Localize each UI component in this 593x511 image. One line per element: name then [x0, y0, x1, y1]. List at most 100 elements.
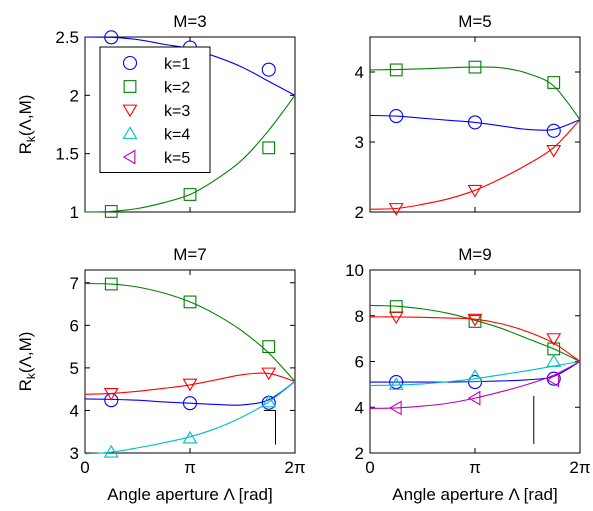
data-point-k1: [546, 371, 561, 386]
data-point-k3: [261, 367, 277, 381]
series-line-k3: [84, 372, 296, 395]
data-point-k1: [546, 123, 561, 138]
series-line-k4: [369, 360, 581, 387]
series-k3: [84, 367, 296, 401]
data-point-k3: [103, 387, 119, 401]
x-tick-label: 0: [365, 458, 374, 477]
y-tick-label: 4: [355, 63, 364, 82]
y-tick-label: 4: [70, 401, 79, 420]
series-line-k3: [369, 316, 581, 362]
subplot-m-5: M=5 2 3 4: [355, 12, 581, 222]
x-tick-label: 2π: [284, 458, 305, 477]
y-tick-label: 5: [70, 359, 79, 378]
legend: k=1 k=2 k=3 k=4 k=5: [99, 46, 211, 173]
x-axis-label: Angle aperture Λ [rad]: [392, 485, 557, 504]
series-k2: [84, 277, 296, 382]
data-point-k5: [546, 372, 560, 388]
legend-label-k3: k=3: [164, 103, 190, 120]
series-line-k1: [369, 114, 581, 131]
data-point-k1: [261, 62, 276, 77]
data-point-k4: [388, 377, 404, 390]
y-tick-label: 4: [355, 398, 364, 417]
data-point-k2: [468, 60, 482, 74]
y-tick-label: 2: [70, 86, 79, 105]
data-point-k1: [467, 115, 483, 130]
legend-label-k2: k=2: [164, 80, 190, 97]
legend-label-k1: k=1: [164, 56, 190, 73]
data-point-k1: [389, 109, 404, 124]
y-axis-label: Rk(Λ,M): [16, 332, 38, 392]
series-line-k5: [369, 361, 581, 409]
data-point-k3: [546, 144, 562, 158]
data-point-k1: [467, 375, 483, 390]
y-tick-label: 1: [70, 203, 79, 222]
subplot-title: M=9: [458, 245, 492, 264]
data-point-k5: [388, 400, 402, 416]
subplot-title: M=7: [173, 245, 207, 264]
legend-label-k4: k=4: [164, 127, 190, 144]
y-tick-label: 3: [70, 444, 79, 463]
series-k2: [84, 95, 296, 218]
legend-marker-k1: [122, 55, 138, 71]
y-tick-label: 7: [70, 274, 79, 293]
series-line-k4: [84, 381, 296, 455]
data-point-k2: [468, 315, 482, 328]
series-k4: [84, 381, 296, 458]
legend-marker-k3: [122, 104, 138, 118]
subplot-m-9: M=9 2 4 6 8 10 0 π 2π Angle aperture Λ [rad]: [345, 245, 591, 504]
y-tick-label: 6: [355, 353, 364, 372]
data-point-k3: [467, 184, 483, 198]
y-tick-label: 3: [355, 133, 364, 152]
series-line-k1: [84, 381, 296, 406]
data-point-k4: [467, 369, 483, 382]
y-tick-label: 2: [355, 444, 364, 463]
y-tick-label: 1.5: [55, 145, 79, 164]
subplot-m-7: M=7 3 4 5 6 7 0 π 2π Rk(Λ,M) Angle aperture Λ [rad…: [16, 245, 306, 504]
series-k3: [369, 119, 581, 216]
y-tick-label: 2: [355, 203, 364, 222]
x-tick-label: π: [184, 458, 196, 477]
y-axis-label: Rk(Λ,M): [16, 95, 38, 155]
legend-box: [99, 46, 211, 173]
data-point-k2: [183, 295, 197, 309]
data-point-k3: [546, 333, 562, 346]
y-tick-label: 8: [355, 307, 364, 326]
data-point-k2: [389, 63, 403, 77]
data-point-k4: [546, 354, 562, 367]
data-point-k2: [104, 205, 118, 218]
data-point-k3: [467, 313, 483, 327]
subplot-m-3: M=3 1 1.5 2 2.5 Rk(Λ,M) k=1 k=2 k=3 k=4 k=5: [16, 12, 296, 222]
x-tick-label: 0: [80, 458, 89, 477]
series-line-k2: [369, 66, 581, 120]
series-k1: [369, 109, 581, 138]
legend-label-k5: k=5: [164, 150, 190, 167]
y-tick-label: 10: [345, 261, 364, 280]
series-k5: [369, 361, 581, 416]
data-point-k2: [183, 188, 197, 201]
y-tick-label: 2.5: [55, 28, 79, 47]
data-point-k2: [262, 141, 276, 155]
data-point-k2: [547, 76, 561, 89]
data-point-k3: [388, 311, 404, 325]
series-line-k3: [369, 119, 581, 210]
x-tick-label: π: [469, 458, 481, 477]
axes-box: [369, 269, 581, 454]
data-point-k2: [262, 340, 276, 354]
axes-box: [84, 269, 296, 454]
data-point-k3: [182, 378, 198, 392]
series-k2: [369, 60, 581, 120]
series-line-k2: [84, 95, 296, 213]
legend-marker-k5: [122, 149, 136, 165]
data-point-k5: [467, 390, 481, 406]
series-line-k2: [84, 283, 296, 382]
data-point-k1: [104, 30, 119, 45]
series-line-k2: [369, 304, 581, 362]
subplot-title: M=3: [173, 12, 207, 31]
data-point-k1: [389, 375, 404, 390]
series-k4: [369, 354, 581, 390]
data-point-k3: [388, 203, 404, 216]
legend-marker-k2: [123, 80, 137, 93]
y-tick-label: 6: [70, 316, 79, 335]
legend-marker-k4: [122, 126, 138, 139]
series-k2: [369, 300, 581, 362]
